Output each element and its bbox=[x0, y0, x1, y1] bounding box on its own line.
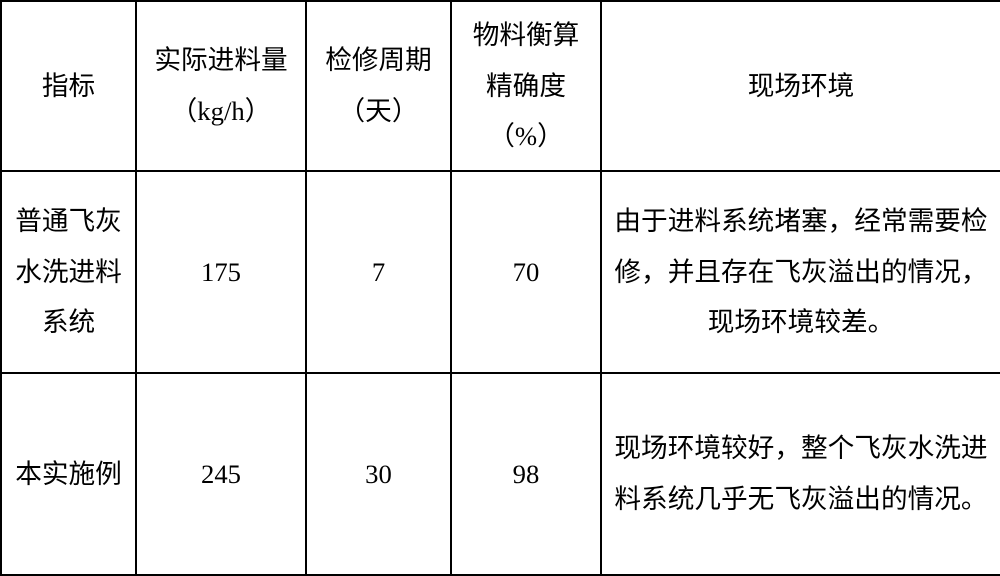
cell-interval: 7 bbox=[306, 171, 451, 373]
cell-metric: 普通飞灰水洗进料系统 bbox=[1, 171, 136, 373]
cell-accuracy: 70 bbox=[451, 171, 601, 373]
table-header-row: 指标 实际进料量（kg/h） 检修周期（天） 物料衡算精确度（%） 现场环境 bbox=[1, 1, 1000, 171]
cell-env: 现场环境较好，整个飞灰水洗进料系统几乎无飞灰溢出的情况。 bbox=[601, 373, 1000, 575]
comparison-table: 指标 实际进料量（kg/h） 检修周期（天） 物料衡算精确度（%） 现场环境 普… bbox=[0, 0, 1000, 576]
table-row: 普通飞灰水洗进料系统 175 7 70 由于进料系统堵塞，经常需要检修，并且存在… bbox=[1, 171, 1000, 373]
col-header-metric: 指标 bbox=[1, 1, 136, 171]
table-row: 本实施例 245 30 98 现场环境较好，整个飞灰水洗进料系统几乎无飞灰溢出的… bbox=[1, 373, 1000, 575]
cell-metric: 本实施例 bbox=[1, 373, 136, 575]
col-header-accuracy: 物料衡算精确度（%） bbox=[451, 1, 601, 171]
cell-accuracy: 98 bbox=[451, 373, 601, 575]
col-header-feed: 实际进料量（kg/h） bbox=[136, 1, 306, 171]
cell-interval: 30 bbox=[306, 373, 451, 575]
col-header-env: 现场环境 bbox=[601, 1, 1000, 171]
cell-feed: 175 bbox=[136, 171, 306, 373]
cell-env: 由于进料系统堵塞，经常需要检修，并且存在飞灰溢出的情况，现场环境较差。 bbox=[601, 171, 1000, 373]
cell-feed: 245 bbox=[136, 373, 306, 575]
col-header-interval: 检修周期（天） bbox=[306, 1, 451, 171]
